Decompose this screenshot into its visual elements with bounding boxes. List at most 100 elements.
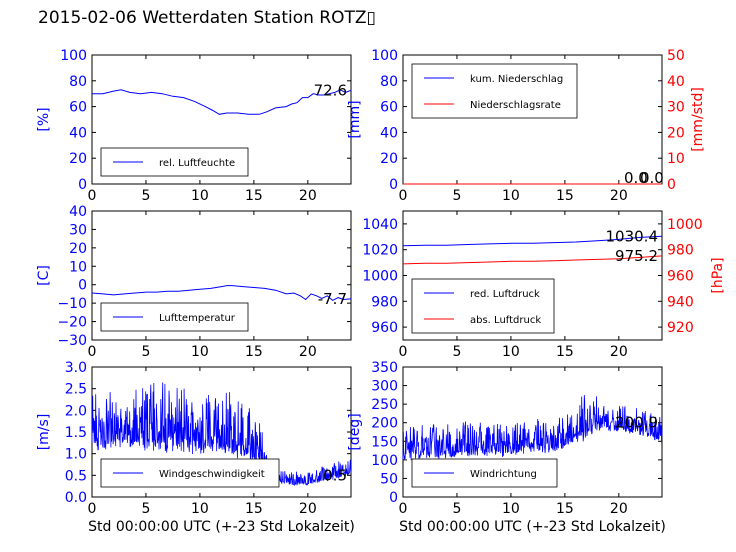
temperature-y-tick-label: 0 — [78, 278, 87, 294]
wind-direction-y-tick-label: 0 — [389, 490, 398, 506]
temperature-x-tick-label: 15 — [245, 344, 263, 360]
wind-speed-x-tick-label: 20 — [299, 501, 317, 517]
temperature-y-tick-label: 10 — [69, 259, 87, 275]
wind-direction-x-tick-label: 5 — [452, 501, 461, 517]
wind-direction-x-axis-label: Std 00:00:00 UTC (+-23 Std Lokalzeit) — [399, 519, 666, 535]
humidity-last-value-label: 72.6 — [314, 81, 347, 99]
humidity-x-tick-label: 10 — [191, 188, 209, 204]
pressure-legend-label: abs. Luftdruck — [470, 315, 541, 326]
humidity-legend-label: rel. Luftfeuchte — [159, 158, 235, 169]
humidity-y-tick-label: 0 — [78, 177, 87, 193]
precipitation-y-tick-label: 60 — [380, 100, 398, 116]
wind-speed-y-tick-label: 2.5 — [65, 382, 87, 398]
temperature-y-tick-label: −30 — [57, 333, 87, 349]
pressure-y-tick-label: 960 — [371, 320, 398, 336]
wind-direction-x-tick-label: 20 — [610, 501, 628, 517]
pressure-legend-label: red. Luftdruck — [470, 289, 540, 300]
precipitation-y-tick-label: 20 — [380, 151, 398, 167]
precipitation-x-tick-label: 20 — [610, 188, 628, 204]
precipitation-y-right-tick-label: 10 — [667, 151, 685, 167]
temperature-x-tick-label: 20 — [299, 344, 317, 360]
precipitation-legend — [411, 63, 578, 119]
temperature-y-axis-label: [C] — [36, 265, 52, 286]
page-title: 2015-02-06 Wetterdaten Station ROTZ▯ — [38, 8, 376, 28]
temperature-last-value-label: -7.7 — [318, 290, 347, 308]
pressure-y-tick-label: 1000 — [362, 269, 398, 285]
temperature-y-tick-label: 20 — [69, 241, 87, 257]
wind-speed-y-tick-label: 1.0 — [65, 447, 87, 463]
wind-direction-series-line — [402, 394, 663, 461]
temperature-y-tick-label: 40 — [69, 204, 87, 220]
wind-direction-y-tick-label: 350 — [371, 360, 398, 376]
pressure-y-right-tick-label: 940 — [667, 294, 694, 310]
humidity-x-tick-label: 0 — [88, 188, 97, 204]
wind-speed-y-tick-label: 0.5 — [65, 468, 87, 484]
wind-direction-x-tick-label: 15 — [556, 501, 574, 517]
temperature-y-tick-label: −10 — [57, 296, 87, 312]
wind-speed-x-axis-label: Std 00:00:00 UTC (+-23 Std Lokalzeit) — [88, 519, 355, 535]
precipitation-x-tick-label: 15 — [556, 188, 574, 204]
precipitation-y-tick-label: 100 — [371, 48, 398, 64]
pressure-series-line — [402, 235, 663, 247]
precipitation-y-tick-label: 80 — [380, 74, 398, 90]
wind-speed-x-tick-label: 15 — [245, 501, 263, 517]
pressure-y-right-tick-label: 980 — [667, 243, 694, 259]
humidity-y-tick-label: 60 — [69, 100, 87, 116]
temperature-x-tick-label: 5 — [141, 344, 150, 360]
wind-direction-legend-label: Windrichtung — [470, 469, 537, 480]
wind-direction-x-tick-label: 0 — [399, 501, 408, 517]
precipitation-x-tick-label: 5 — [452, 188, 461, 204]
wind-speed-x-tick-label: 10 — [191, 501, 209, 517]
wind-speed-last-value-label: 0.5 — [323, 466, 347, 484]
humidity-x-tick-label: 20 — [299, 188, 317, 204]
wind-direction-x-tick-label: 10 — [502, 501, 520, 517]
pressure-x-tick-label: 20 — [610, 344, 628, 360]
pressure-x-tick-label: 15 — [556, 344, 574, 360]
humidity-y-tick-label: 100 — [60, 48, 87, 64]
precipitation-x-tick-label: 10 — [502, 188, 520, 204]
wind-direction-y-tick-label: 50 — [380, 471, 398, 487]
precipitation-y-tick-label: 0 — [389, 177, 398, 193]
wind-speed-x-tick-label: 0 — [88, 501, 97, 517]
precipitation-legend-label: kum. Niederschlag — [470, 74, 563, 85]
wind-speed-y-tick-label: 3.0 — [65, 360, 87, 376]
pressure-y-right-axis-label: [hPa] — [710, 257, 726, 293]
pressure-legend — [411, 278, 555, 334]
humidity-series-line — [92, 89, 352, 115]
temperature-y-tick-label: −20 — [57, 315, 87, 331]
precipitation-last-value-label: 0.0 — [624, 169, 648, 187]
pressure-x-tick-label: 0 — [399, 344, 408, 360]
pressure-y-tick-label: 980 — [371, 294, 398, 310]
wind-direction-y-axis-label: [deg] — [347, 413, 363, 450]
precipitation-x-tick-label: 0 — [399, 188, 408, 204]
precipitation-legend-label: Niederschlagsrate — [470, 100, 561, 111]
wind-direction-y-tick-label: 250 — [371, 397, 398, 413]
temperature-x-tick-label: 0 — [88, 344, 97, 360]
pressure-last-value-label: 1030.4 — [606, 227, 659, 245]
wind-speed-x-tick-label: 5 — [141, 501, 150, 517]
wind-speed-y-axis-label: [m/s] — [36, 414, 52, 451]
wind-speed-y-tick-label: 0.0 — [65, 490, 87, 506]
pressure-last-value-label: 975.2 — [615, 247, 658, 265]
precipitation-y-right-tick-label: 40 — [667, 74, 685, 90]
humidity-x-tick-label: 15 — [245, 188, 263, 204]
wind-direction-y-tick-label: 300 — [371, 379, 398, 395]
precipitation-y-right-axis-label: [mm/std] — [690, 87, 706, 152]
temperature-legend-label: Lufttemperatur — [159, 313, 236, 324]
temperature-x-tick-label: 10 — [191, 344, 209, 360]
wind-direction-last-value-label: 200.9 — [615, 413, 658, 431]
precipitation-y-right-tick-label: 50 — [667, 48, 685, 64]
precipitation-y-right-tick-label: 0 — [667, 177, 676, 193]
pressure-y-right-tick-label: 1000 — [667, 217, 703, 233]
pressure-y-right-tick-label: 960 — [667, 269, 694, 285]
pressure-y-tick-label: 1040 — [362, 217, 398, 233]
pressure-x-tick-label: 10 — [502, 344, 520, 360]
wind-direction-y-tick-label: 200 — [371, 416, 398, 432]
pressure-y-tick-label: 1020 — [362, 243, 398, 259]
temperature-series-line — [91, 285, 352, 301]
precipitation-y-axis-label: [mm] — [347, 100, 363, 138]
pressure-series-line — [402, 255, 663, 265]
precipitation-y-right-tick-label: 30 — [667, 100, 685, 116]
precipitation-y-right-tick-label: 20 — [667, 125, 685, 141]
